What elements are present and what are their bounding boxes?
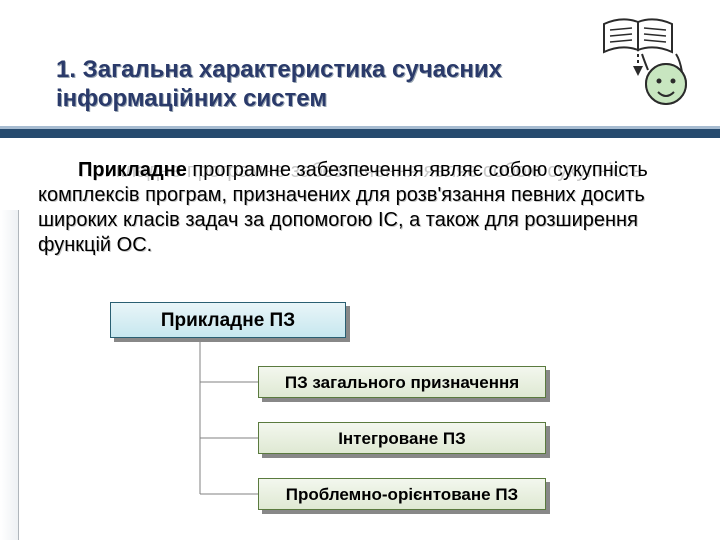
- child-box-2-label: Інтегроване ПЗ: [338, 429, 466, 448]
- hierarchy-diagram: Прикладне ПЗ ПЗ загального призначення І…: [110, 302, 670, 522]
- child-box-1: ПЗ загального призначення: [258, 366, 546, 398]
- child-box-1-label: ПЗ загального призначення: [285, 373, 519, 392]
- body-text: Прикладне програмне забезпечення являє с…: [38, 158, 678, 258]
- left-decor: [0, 210, 19, 540]
- root-box-label: Прикладне ПЗ: [161, 310, 295, 331]
- child-box-3: Проблемно-орієнтоване ПЗ: [258, 478, 546, 510]
- child-box-3-label: Проблемно-орієнтоване ПЗ: [286, 485, 518, 504]
- title-line1: 1. Загальна характеристика сучасних: [56, 56, 502, 83]
- corner-reader-icon: [598, 10, 698, 110]
- slide-title: 1. Загальна характеристика сучасних інфо…: [56, 56, 576, 114]
- title-line2: інформаційних систем: [56, 85, 327, 112]
- root-box: Прикладне ПЗ: [110, 302, 346, 338]
- child-box-2: Інтегроване ПЗ: [258, 422, 546, 454]
- body-lead: Прикладне: [78, 159, 187, 181]
- title-underline: [0, 126, 720, 138]
- slide: 1. Загальна характеристика сучасних інфо…: [0, 0, 720, 540]
